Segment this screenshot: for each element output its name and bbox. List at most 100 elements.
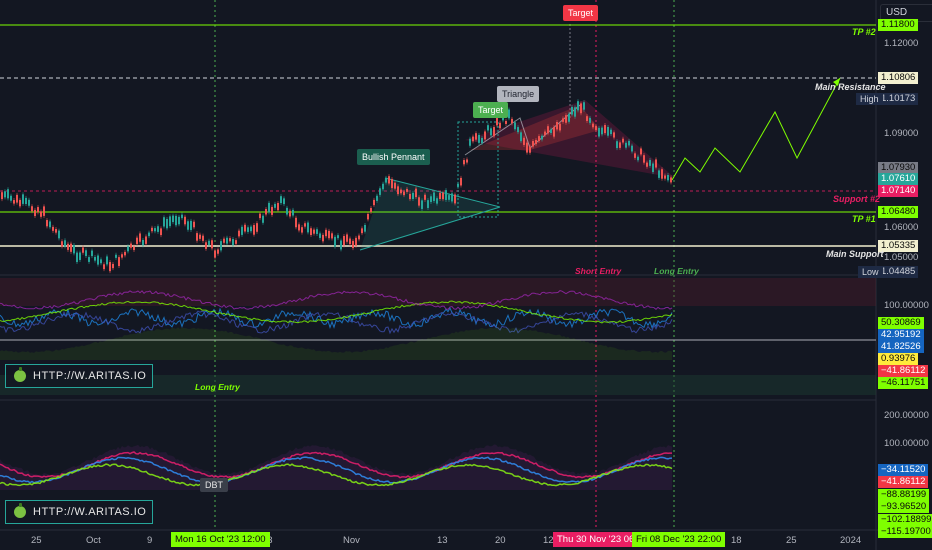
candle-body <box>337 235 339 239</box>
candle-body <box>493 127 495 137</box>
candle-body <box>415 188 417 198</box>
candle-body <box>73 245 75 254</box>
candle-body <box>37 207 39 213</box>
time-tag-long-entry-left: Mon 16 Oct '23 12:00 <box>171 532 270 547</box>
osc2-line <box>0 456 673 484</box>
candle-body <box>271 206 273 215</box>
candle-body <box>52 226 54 231</box>
osc2-tag-0: −34.11520 <box>878 464 929 476</box>
main-resistance-label: Main Resistance <box>815 82 886 92</box>
candle-body <box>118 257 120 267</box>
candle-body <box>76 252 78 263</box>
candle-body <box>457 183 459 187</box>
osc1-band <box>0 327 672 360</box>
candle-body <box>196 233 198 241</box>
main-support-label: Main Support <box>826 249 884 259</box>
candle-body <box>568 113 570 122</box>
candle-body <box>532 141 534 147</box>
candle-body <box>388 176 390 184</box>
candle-body <box>571 106 573 115</box>
current-price-tag-1: 1.07930 <box>878 162 919 174</box>
osc1-tag-0: 50.30869 <box>878 317 924 329</box>
candle-body <box>559 123 561 131</box>
osc2-tick: 100.00000 <box>884 438 929 449</box>
candle-body <box>580 103 582 114</box>
candle-body <box>484 131 486 140</box>
candle-body <box>43 206 45 216</box>
target-badge-mid[interactable]: Target <box>473 102 509 118</box>
long-entry-label-right: Long Entry <box>654 266 699 276</box>
candle-body <box>250 226 252 232</box>
candle-body <box>313 229 315 234</box>
support2-price-tag: 1.07140 <box>878 185 919 197</box>
candle-body <box>67 243 69 250</box>
osc2-line <box>0 451 672 479</box>
candle-body <box>376 195 378 201</box>
bullish-pennant-badge[interactable]: Bullish Pennant <box>357 149 430 165</box>
oscillator-1-series <box>0 290 673 360</box>
candle-body <box>64 240 66 247</box>
osc2-tag-4: −102.18899 <box>878 514 932 526</box>
candle-body <box>355 237 357 246</box>
time-tick: 2024 <box>840 535 862 546</box>
candle-body <box>25 197 27 205</box>
candle-body <box>637 156 639 161</box>
candle-body <box>427 200 429 208</box>
candle-body <box>592 123 594 128</box>
candle-body <box>628 140 630 146</box>
candle-body <box>583 102 585 110</box>
candle-body <box>517 127 519 133</box>
candle-body <box>511 118 513 124</box>
brand-box-1[interactable]: HTTP://W.ARITAS.IO <box>5 364 153 388</box>
candle-body <box>4 191 6 198</box>
low-label: Low <box>858 266 883 278</box>
candle-body <box>247 227 249 232</box>
target-badge-top[interactable]: Target <box>563 5 599 21</box>
candle-body <box>565 115 567 123</box>
candle-body <box>277 202 279 211</box>
osc1-line <box>0 306 673 329</box>
candle-body <box>343 236 345 246</box>
candle-body <box>121 254 123 258</box>
candle-body <box>487 125 489 131</box>
tp1-label: TP #1 <box>852 214 876 224</box>
candle-body <box>253 225 255 235</box>
candle-body <box>7 189 9 199</box>
candle-body <box>139 233 141 242</box>
candle-body <box>262 215 264 223</box>
dbt-badge[interactable]: DBT <box>200 478 228 492</box>
candle-body <box>232 239 234 246</box>
osc2-tag-1: −41.86112 <box>878 476 929 488</box>
candle-body <box>70 243 72 252</box>
osc2-tag-5: −115.19700 <box>878 526 932 538</box>
triangle-badge[interactable]: Triangle <box>497 86 540 102</box>
candle-body <box>655 159 657 168</box>
candle-body <box>91 250 93 257</box>
candle-body <box>466 159 468 163</box>
candle-body <box>238 230 240 237</box>
current-price-tag-2: 1.07610 <box>878 173 919 185</box>
candle-body <box>601 127 603 135</box>
candle-body <box>316 229 318 234</box>
candle-body <box>472 136 474 142</box>
candle-body <box>658 170 660 178</box>
candle-body <box>154 228 156 232</box>
osc1-tag-5: −46.11751 <box>878 377 929 389</box>
brand-box-2[interactable]: HTTP://W.ARITAS.IO <box>5 500 153 524</box>
osc1-tag-1: 42.95192 <box>878 329 924 341</box>
candle-body <box>385 177 387 183</box>
candle-body <box>661 169 663 179</box>
candle-body <box>649 159 651 166</box>
candle-body <box>1 192 3 200</box>
candle-body <box>598 127 600 137</box>
candle-body <box>418 197 420 206</box>
candle-body <box>211 240 213 249</box>
candle-body <box>181 214 183 219</box>
candle-body <box>430 196 432 202</box>
candle-body <box>613 132 615 138</box>
candle-body <box>223 238 225 243</box>
osc1-line <box>0 300 673 324</box>
candle-body <box>322 234 324 242</box>
candle-body <box>136 237 138 245</box>
